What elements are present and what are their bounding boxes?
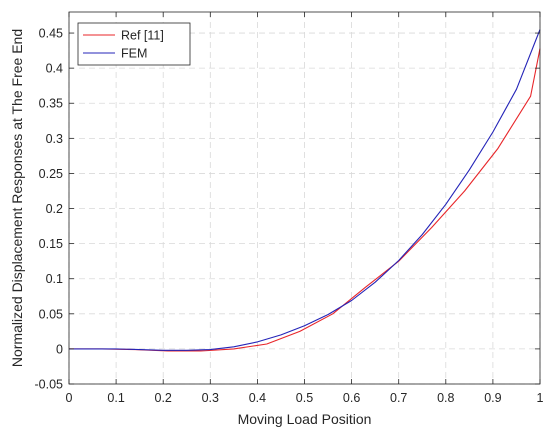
legend: Ref [11] FEM [77, 22, 191, 66]
series-group [69, 29, 541, 352]
y-tick-label: 0.15 [39, 237, 63, 251]
x-tick-label: 0.8 [437, 391, 454, 405]
x-tick-label: 0.5 [296, 391, 313, 405]
y-tick-label: -0.05 [35, 378, 64, 392]
y-tick-label: 0.4 [46, 62, 63, 76]
y-tick-label: 0.05 [39, 307, 63, 321]
y-tick-label: 0.3 [46, 132, 63, 146]
x-tick-label: 0.3 [202, 391, 219, 405]
legend-label-ref: Ref [11] [121, 29, 164, 43]
y-tick-label: 0.25 [39, 167, 63, 181]
legend-box [77, 22, 191, 66]
y-tick-label: 0 [56, 342, 63, 356]
y-tick-label: 0.1 [46, 272, 63, 286]
y-tick-label: 0.2 [46, 202, 63, 216]
x-tick-label: 0.4 [249, 391, 266, 405]
x-tick-label: 0.7 [390, 391, 407, 405]
y-tick-label: 0.45 [39, 27, 63, 41]
x-tick-label: 0.1 [107, 391, 124, 405]
legend-label-fem: FEM [121, 47, 147, 61]
x-tick-label: 0.6 [343, 391, 360, 405]
y-axis-title: Normalized Displacement Responses at The… [9, 29, 25, 367]
x-tick-label: 1 [537, 391, 544, 405]
x-tick-label: 0.9 [484, 391, 501, 405]
x-tick-label: 0 [66, 391, 73, 405]
axis-ticks: 0 0.1 0.2 0.3 0.4 0.5 0.6 0.7 0.8 0.9 1-0.0500.050… [35, 12, 544, 405]
x-tick-label: 0.2 [155, 391, 172, 405]
y-tick-label: 0.35 [39, 97, 63, 111]
series-line-fem [69, 29, 541, 351]
x-axis-title: Moving Load Position [238, 411, 372, 427]
